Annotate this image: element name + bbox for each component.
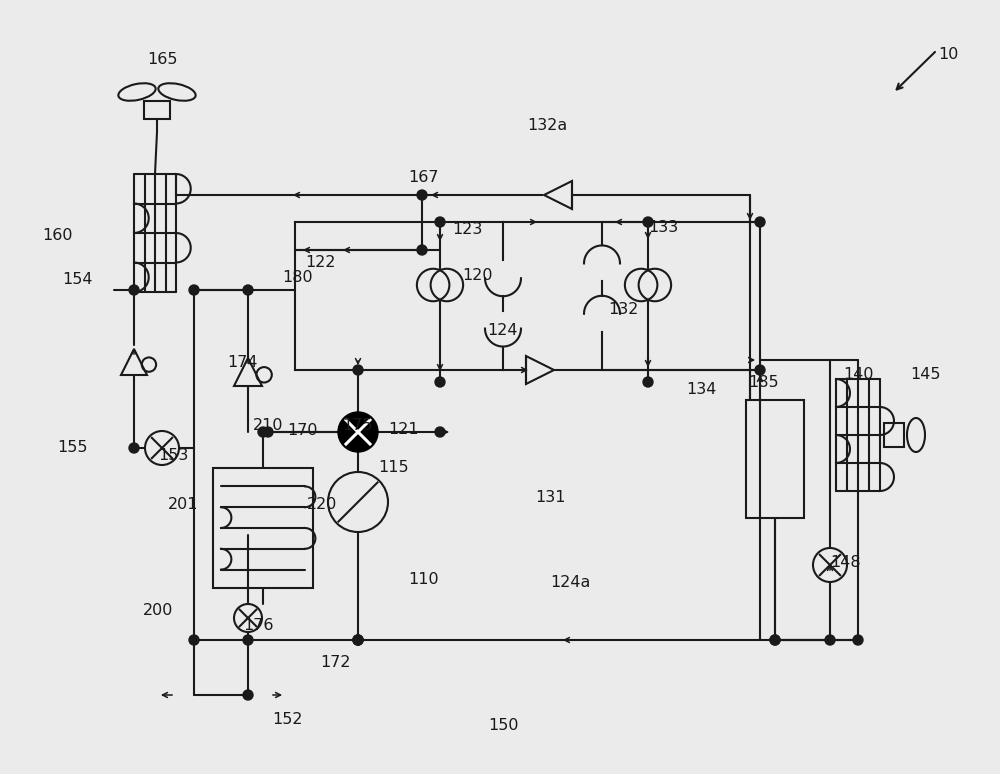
Text: 148: 148 [830,555,861,570]
Text: 175: 175 [342,418,372,433]
Circle shape [435,377,445,387]
Text: 124a: 124a [550,575,590,590]
Text: 153: 153 [158,448,188,463]
Text: 160: 160 [42,228,72,243]
Text: 132: 132 [608,302,638,317]
Circle shape [353,635,363,645]
Bar [884,423,904,447]
Circle shape [770,635,780,645]
Text: 121: 121 [388,422,419,437]
Circle shape [435,217,445,227]
Text: 123: 123 [452,222,482,237]
Text: 185: 185 [748,375,779,390]
Circle shape [189,285,199,295]
Text: 174: 174 [227,355,258,370]
Circle shape [755,217,765,227]
Text: 120: 120 [462,268,492,283]
Bar [746,400,804,518]
Text: 150: 150 [488,718,518,733]
Circle shape [417,190,427,200]
Text: 110: 110 [408,572,439,587]
Circle shape [643,377,653,387]
Circle shape [338,412,378,452]
Text: 133: 133 [648,220,678,235]
Circle shape [435,427,445,437]
Circle shape [853,635,863,645]
Circle shape [755,365,765,375]
Bar [213,468,313,588]
Text: 155: 155 [57,440,88,455]
Text: 165: 165 [147,52,178,67]
Circle shape [353,365,363,375]
Text: 220: 220 [307,497,337,512]
Text: 134: 134 [686,382,716,397]
Text: 172: 172 [320,655,351,670]
Text: 124: 124 [487,323,518,338]
Circle shape [353,635,363,645]
Text: 10: 10 [938,47,958,62]
Text: 132a: 132a [527,118,567,133]
Text: 167: 167 [408,170,438,185]
Text: 176: 176 [243,618,274,633]
Text: 152: 152 [272,712,302,727]
Circle shape [825,635,835,645]
Text: 210: 210 [253,418,284,433]
Text: 200: 200 [143,603,173,618]
Circle shape [353,635,363,645]
Text: 170: 170 [287,423,318,438]
Circle shape [129,443,139,453]
Text: 145: 145 [910,367,940,382]
Circle shape [643,217,653,227]
Text: 115: 115 [378,460,409,475]
Text: 131: 131 [535,490,566,505]
Circle shape [189,635,199,645]
Circle shape [129,285,139,295]
Text: 140: 140 [843,367,874,382]
Circle shape [243,690,253,700]
Circle shape [263,427,273,437]
Text: 201: 201 [168,497,198,512]
Text: 154: 154 [62,272,92,287]
Text: 180: 180 [282,270,313,285]
Circle shape [258,427,268,437]
Circle shape [243,285,253,295]
Circle shape [243,635,253,645]
Bar [144,101,170,119]
Text: 122: 122 [305,255,336,270]
Circle shape [417,245,427,255]
Circle shape [770,635,780,645]
